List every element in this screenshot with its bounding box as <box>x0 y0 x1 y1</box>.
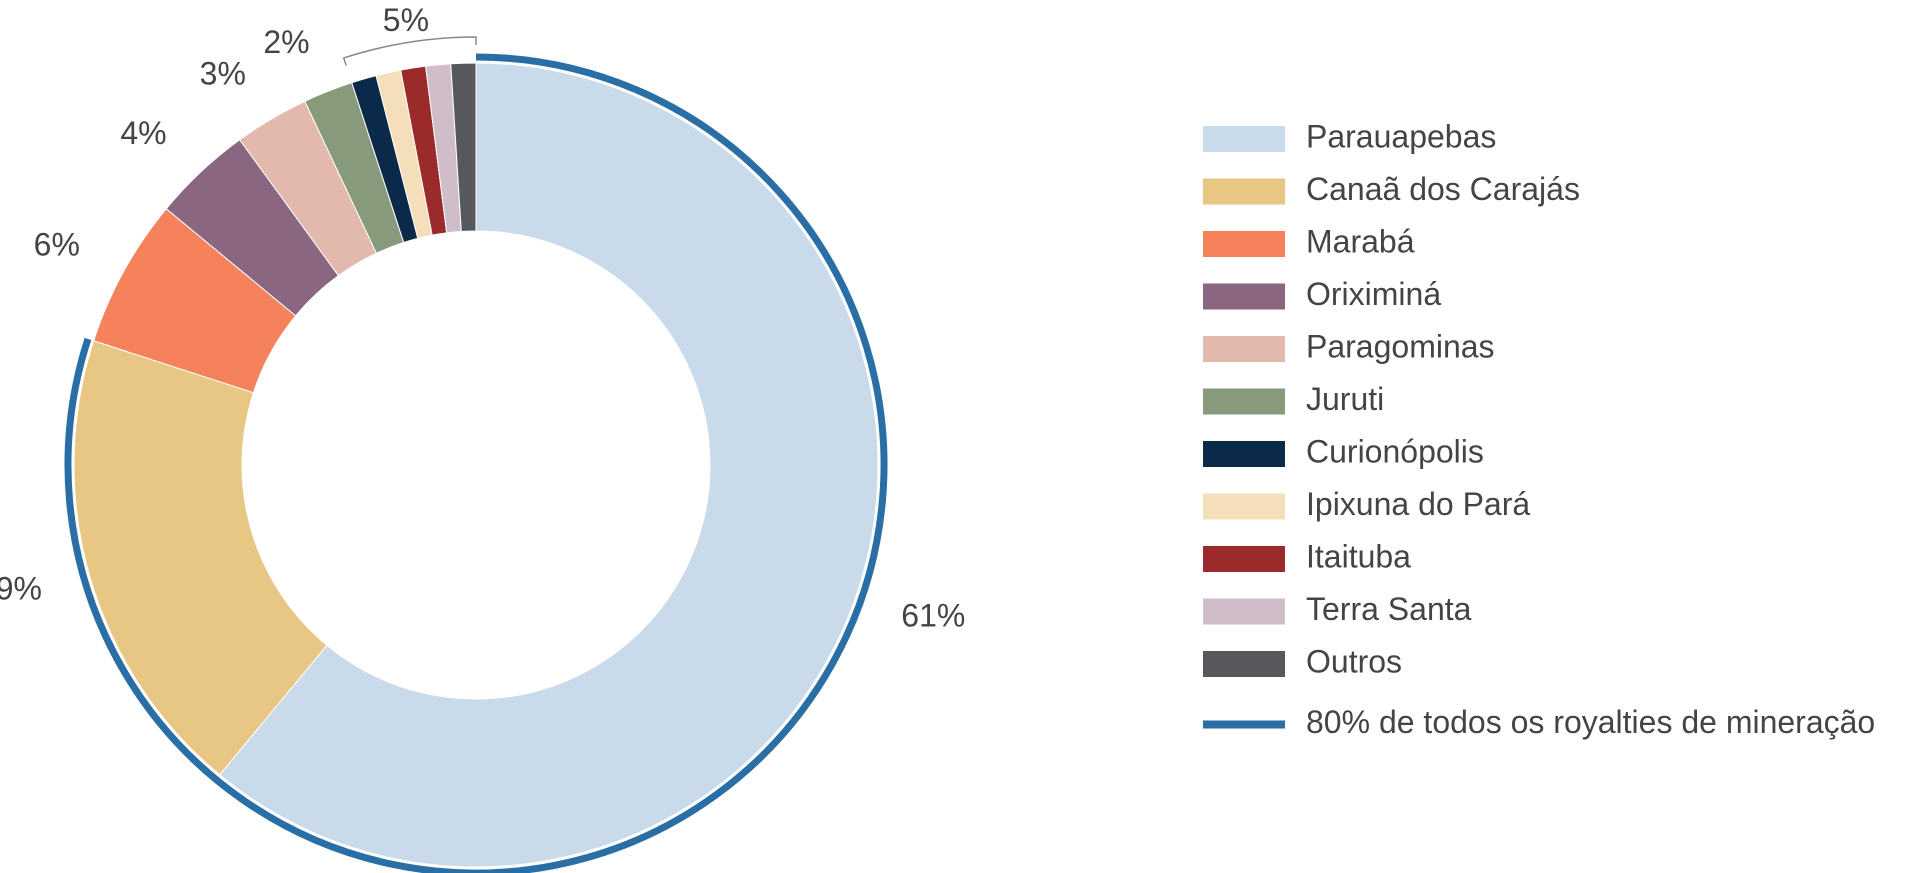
bracket-label: 5% <box>383 2 429 38</box>
donut-slice <box>219 62 879 868</box>
value-label: 4% <box>120 115 166 151</box>
legend-swatch <box>1203 598 1285 625</box>
value-label: 2% <box>263 24 309 60</box>
legend-swatch <box>1203 231 1285 257</box>
value-label: 19% <box>0 571 42 607</box>
legend-swatch <box>1203 720 1285 729</box>
highlight-arc <box>64 53 888 873</box>
legend-label: Ipixuna do Pará <box>1306 486 1530 522</box>
legend-swatch <box>1203 336 1285 362</box>
legend-label: Parauapebas <box>1306 118 1496 154</box>
legend-swatch <box>1203 178 1285 205</box>
bracket <box>342 36 477 66</box>
legend-label: Paragominas <box>1306 328 1495 364</box>
legend-label: Juruti <box>1306 381 1384 417</box>
legend-swatch <box>1203 441 1285 467</box>
value-label: 3% <box>200 55 246 91</box>
legend-swatch <box>1203 651 1285 677</box>
legend-swatch <box>1203 493 1285 520</box>
legend-label: Outros <box>1306 643 1402 679</box>
legend-label: Oriximiná <box>1306 276 1441 312</box>
legend-label: Canaã dos Carajás <box>1306 171 1580 207</box>
legend-label: Marabá <box>1306 223 1415 259</box>
legend-swatch <box>1203 388 1285 415</box>
legend-swatch <box>1203 283 1285 310</box>
legend-label: Curionópolis <box>1306 433 1484 469</box>
donut-slice <box>73 340 328 776</box>
value-label: 61% <box>901 598 965 634</box>
legend-swatch <box>1203 546 1285 572</box>
legend-label: 80% de todos os royalties de mineração <box>1306 704 1875 740</box>
legend-label: Terra Santa <box>1306 591 1472 627</box>
legend-swatch <box>1203 126 1285 152</box>
donut-slice <box>450 62 477 232</box>
legend-label: Itaituba <box>1306 538 1411 574</box>
value-label: 6% <box>34 227 80 263</box>
